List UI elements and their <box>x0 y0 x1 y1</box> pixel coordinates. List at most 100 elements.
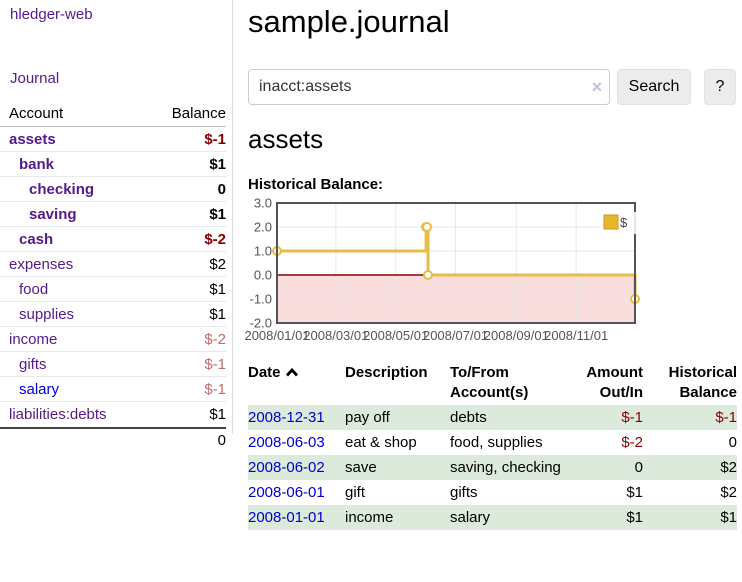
accounts-total-row: 0 <box>0 427 226 452</box>
account-balance: 0 <box>217 180 226 198</box>
transaction-balance: $-1 <box>715 409 737 426</box>
legend-swatch <box>603 214 619 230</box>
transaction-description: gift <box>345 484 366 501</box>
account-balance: $1 <box>209 305 226 323</box>
transaction-balance: $1 <box>720 509 737 526</box>
app-brand-link[interactable]: hledger-web <box>10 6 93 23</box>
transaction-description: income <box>345 509 394 526</box>
transaction-accounts: salary <box>450 509 491 526</box>
transaction-accounts: food, supplies <box>450 434 543 451</box>
sidebar-account-row: gifts $-1 <box>0 352 226 377</box>
transaction-date-link[interactable]: 2008-12-31 <box>248 409 325 426</box>
search-input[interactable] <box>248 69 610 105</box>
sidebar-account-link-liabilities-debts[interactable]: liabilities:debts <box>9 406 107 423</box>
transaction-row: 2008-06-02 save saving, checking 0 $2 <box>248 455 737 480</box>
transaction-date-link[interactable]: 2008-01-01 <box>248 509 325 526</box>
x-axis-tick-label: 2008/09/01 <box>484 328 549 343</box>
sidebar-account-link-checking[interactable]: checking <box>29 180 95 198</box>
account-balance: $-1 <box>204 380 226 398</box>
sidebar-account-link-supplies[interactable]: supplies <box>19 305 75 323</box>
transaction-amount: $-1 <box>621 409 643 426</box>
register-body: 2008-12-31 pay off debts $-1 $-1 2008-06-03 ea… <box>248 405 737 530</box>
transaction-description: pay off <box>345 409 390 426</box>
sidebar-account-link-cash[interactable]: cash <box>19 230 54 248</box>
sidebar-account-link-salary[interactable]: salary <box>19 380 60 398</box>
clear-search-icon[interactable]: × <box>591 77 603 97</box>
x-axis-tick-label: 2008/01/01 <box>244 328 309 343</box>
y-axis-tick-label: 1.0 <box>254 244 272 259</box>
account-balance: $1 <box>209 280 226 298</box>
sidebar-account-row: assets $-1 <box>0 127 226 152</box>
y-axis-tick-label: 3.0 <box>254 196 272 211</box>
y-axis-tick-label: 2.0 <box>254 220 272 235</box>
balance-header: Historical Balance <box>668 364 737 401</box>
transaction-amount: $-2 <box>621 434 643 451</box>
data-point <box>423 270 434 280</box>
sidebar-account-link-bank[interactable]: bank <box>19 155 55 173</box>
transaction-date-link[interactable]: 2008-06-01 <box>248 484 325 501</box>
sidebar-account-row: liabilities:debts $1 <box>0 402 226 427</box>
sidebar-account-link-income[interactable]: income <box>9 330 58 348</box>
sidebar-item-journal[interactable]: Journal <box>10 70 60 87</box>
amount-header: Amount Out/In <box>586 364 643 401</box>
transaction-accounts: debts <box>450 409 487 426</box>
sidebar-account-row: bank $1 <box>0 152 226 177</box>
sidebar-account-row: supplies $1 <box>0 302 226 327</box>
sidebar-account-link-assets[interactable]: assets <box>9 130 56 148</box>
transaction-balance: 0 <box>728 434 737 451</box>
accounts-table: Account Balance assets $-1 bank $1 checking 0… <box>0 101 226 452</box>
account-column-header: Account <box>9 105 64 122</box>
transaction-date-link[interactable]: 2008-06-02 <box>248 459 325 476</box>
transaction-row: 2008-01-01 income salary $1 $1 <box>248 505 737 530</box>
sidebar-account-row: checking 0 <box>0 177 226 202</box>
help-button[interactable]: ? <box>704 69 736 105</box>
chart-frame <box>276 202 636 324</box>
account-heading: assets <box>248 124 324 154</box>
transaction-row: 2008-12-31 pay off debts $-1 $-1 <box>248 405 737 430</box>
sidebar-account-row: cash $-2 <box>0 227 226 252</box>
transaction-amount: $1 <box>626 509 643 526</box>
sidebar-account-row: expenses $2 <box>0 252 226 277</box>
x-axis-tick-label: 2008/07/01 <box>423 328 488 343</box>
legend-label: $ <box>620 215 628 230</box>
transaction-accounts: gifts <box>450 484 478 501</box>
sidebar-account-row: salary $-1 <box>0 377 226 402</box>
sort-ascending-icon <box>285 367 298 377</box>
y-axis-tick-label: 0.0 <box>254 268 272 283</box>
account-balance: $1 <box>209 155 226 173</box>
sidebar-account-link-food[interactable]: food <box>19 280 49 298</box>
sidebar-account-link-saving[interactable]: saving <box>29 205 77 223</box>
balance-column-header: Balance <box>171 105 226 122</box>
transaction-description: eat & shop <box>345 434 417 451</box>
sidebar-accounts-body: assets $-1 bank $1 checking 0 saving $1 cash $-2 e… <box>0 127 226 427</box>
historical-balance-chart[interactable]: $3.0 2.0 1.0 0.0 -1.0 -2.02008/01/012008/03/0… <box>244 196 665 350</box>
register-header-row: Date Description To/From Account(s) Amou… <box>248 360 737 405</box>
transaction-amount: 0 <box>634 459 643 476</box>
account-balance: $-1 <box>204 355 226 373</box>
transaction-row: 2008-06-03 eat & shop food, supplies $-2 0 <box>248 430 737 455</box>
transaction-row: 2008-06-01 gift gifts $1 $2 <box>248 480 737 505</box>
sidebar-account-link-expenses[interactable]: expenses <box>9 255 74 273</box>
accounts-total-value: 0 <box>217 432 226 449</box>
account-balance: $1 <box>209 205 226 223</box>
y-axis-tick-label: -1.0 <box>250 292 272 307</box>
date-sort-header[interactable]: Date <box>248 360 345 405</box>
transaction-description: save <box>345 459 377 476</box>
transaction-balance: $2 <box>720 459 737 476</box>
accounts-header: To/From Account(s) <box>450 364 529 401</box>
transaction-amount: $1 <box>626 484 643 501</box>
sidebar-account-row: saving $1 <box>0 202 226 227</box>
main-content: sample.journal × Search ? assets Histori… <box>244 0 742 582</box>
account-balance: $-2 <box>204 330 226 348</box>
x-axis-tick-label: 2008/11/01 <box>544 328 608 343</box>
description-header: Description <box>345 364 428 381</box>
x-axis-tick-label: 2008/05/01 <box>363 328 428 343</box>
account-balance: $-1 <box>204 130 226 148</box>
sidebar-account-link-gifts[interactable]: gifts <box>19 355 47 373</box>
search-button[interactable]: Search <box>617 69 691 105</box>
transaction-date-link[interactable]: 2008-06-03 <box>248 434 325 451</box>
chart-title: Historical Balance: <box>248 176 384 193</box>
transaction-balance: $2 <box>720 484 737 501</box>
transaction-accounts: saving, checking <box>450 459 561 476</box>
account-balance: $-2 <box>204 230 226 248</box>
